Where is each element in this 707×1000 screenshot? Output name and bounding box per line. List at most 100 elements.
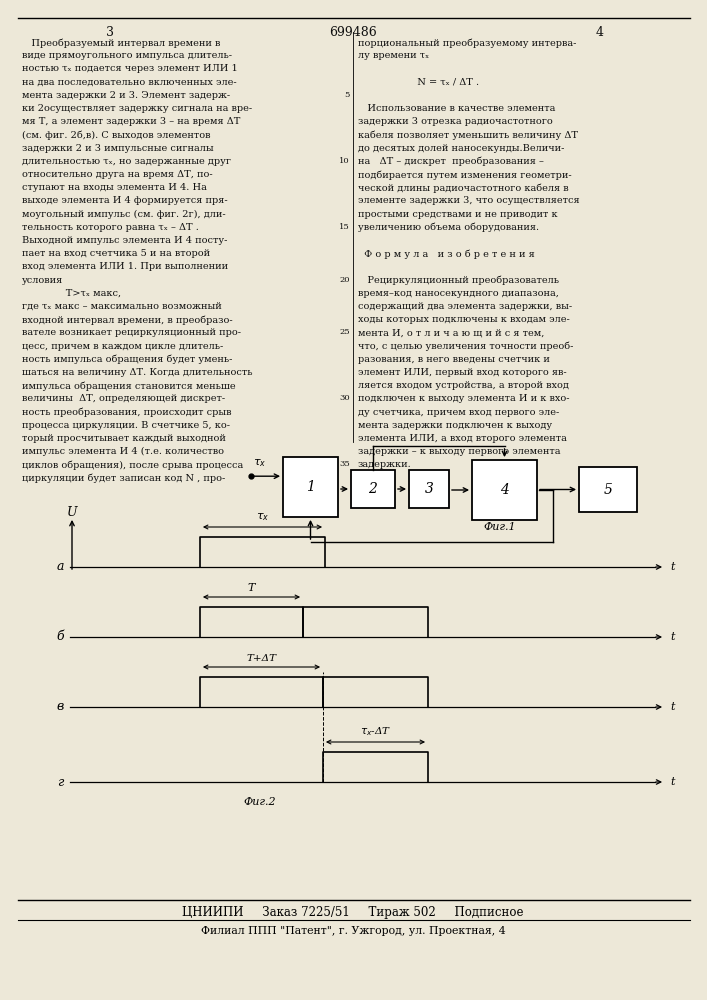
- Text: ки 2осуществляет задержку сигнала на вре-: ки 2осуществляет задержку сигнала на вре…: [22, 104, 252, 113]
- Text: Использование в качестве элемента: Использование в качестве элемента: [358, 104, 556, 113]
- Text: что, с целью увеличения точности преоб-: что, с целью увеличения точности преоб-: [358, 342, 573, 351]
- Text: элементе задержки 3, что осуществляется: элементе задержки 3, что осуществляется: [358, 196, 580, 205]
- Text: порциональный преобразуемому интерва-: порциональный преобразуемому интерва-: [358, 38, 576, 47]
- Text: 3: 3: [425, 482, 433, 496]
- Text: величины  ΔТ, определяющей дискрет-: величины ΔТ, определяющей дискрет-: [22, 394, 225, 403]
- Text: задержки 3 отрезка радиочастотного: задержки 3 отрезка радиочастотного: [358, 117, 553, 126]
- Text: мента задержки 2 и 3. Элемент задерж-: мента задержки 2 и 3. Элемент задерж-: [22, 91, 230, 100]
- Text: длительностью τₓ, но задержанные друг: длительностью τₓ, но задержанные друг: [22, 157, 231, 166]
- Text: тельность которого равна τₓ – ΔТ .: тельность которого равна τₓ – ΔТ .: [22, 223, 199, 232]
- Text: элемент ИЛИ, первый вход которого яв-: элемент ИЛИ, первый вход которого яв-: [358, 368, 566, 377]
- Text: ность импульса обращения будет умень-: ность импульса обращения будет умень-: [22, 355, 233, 364]
- Text: t: t: [670, 702, 674, 712]
- Text: 699486: 699486: [329, 26, 377, 39]
- Text: t: t: [670, 632, 674, 642]
- Text: импульса обращения становится меньше: импульса обращения становится меньше: [22, 381, 235, 391]
- Text: N = τₓ / ΔТ .: N = τₓ / ΔТ .: [358, 78, 479, 87]
- Text: Т>τₓ макс,: Т>τₓ макс,: [22, 289, 121, 298]
- Text: до десятых долей наносекунды.Величи-: до десятых долей наносекунды.Величи-: [358, 144, 564, 153]
- Text: 2: 2: [368, 482, 378, 496]
- Text: $\tau_x$: $\tau_x$: [253, 457, 267, 469]
- Text: $\tau_x$-ΔТ: $\tau_x$-ΔТ: [360, 725, 391, 738]
- Text: цесс, причем в каждом цикле длитель-: цесс, причем в каждом цикле длитель-: [22, 342, 223, 351]
- Text: t: t: [670, 777, 674, 787]
- Text: 4: 4: [500, 483, 509, 497]
- Text: ду счетчика, причем вход первого эле-: ду счетчика, причем вход первого эле-: [358, 408, 559, 417]
- Text: Выходной импульс элемента И 4 посту-: Выходной импульс элемента И 4 посту-: [22, 236, 228, 245]
- Text: $\tau_x$: $\tau_x$: [256, 511, 269, 523]
- Text: 3: 3: [106, 26, 114, 39]
- Text: где τₓ макс – максимально возможный: где τₓ макс – максимально возможный: [22, 302, 222, 311]
- Text: выходе элемента И 4 формируется пря-: выходе элемента И 4 формируется пря-: [22, 196, 228, 205]
- Text: Фиг.2: Фиг.2: [244, 797, 276, 807]
- Text: условия: условия: [22, 276, 63, 285]
- Text: 10: 10: [339, 157, 350, 165]
- Text: импульс элемента И 4 (т.е. количество: импульс элемента И 4 (т.е. количество: [22, 447, 224, 456]
- Text: T+ΔT: T+ΔT: [247, 654, 276, 663]
- Text: моугольный импульс (см. фиг. 2г), дли-: моугольный импульс (см. фиг. 2г), дли-: [22, 210, 226, 219]
- Text: 1: 1: [306, 480, 315, 494]
- Bar: [283, 457, 338, 517]
- Text: процесса циркуляции. В счетчике 5, ко-: процесса циркуляции. В счетчике 5, ко-: [22, 421, 230, 430]
- Bar: [409, 470, 449, 508]
- Text: б: б: [56, 631, 64, 644]
- Text: 30: 30: [339, 394, 350, 402]
- Text: Ф о р м у л а   и з о б р е т е н и я: Ф о р м у л а и з о б р е т е н и я: [358, 249, 534, 259]
- Text: мя Т, а элемент задержки 3 – на время ΔТ: мя Т, а элемент задержки 3 – на время ΔТ: [22, 117, 240, 126]
- Text: 5: 5: [604, 483, 612, 496]
- Text: торый просчитывает каждый выходной: торый просчитывает каждый выходной: [22, 434, 226, 443]
- Text: относительно друга на время ΔТ, по-: относительно друга на время ΔТ, по-: [22, 170, 213, 179]
- Text: ЦНИИПИ     Заказ 7225/51     Тираж 502     Подписное: ЦНИИПИ Заказ 7225/51 Тираж 502 Подписное: [182, 906, 524, 919]
- Text: а: а: [57, 560, 64, 574]
- Text: U: U: [66, 506, 77, 519]
- Text: задержки.: задержки.: [358, 460, 411, 469]
- Text: ляется входом устройства, а второй вход: ляется входом устройства, а второй вход: [358, 381, 569, 390]
- Text: Фиг.1: Фиг.1: [484, 522, 516, 532]
- Text: разования, в него введены счетчик и: разования, в него введены счетчик и: [358, 355, 550, 364]
- Text: мента И, о т л и ч а ю щ и й с я тем,: мента И, о т л и ч а ю щ и й с я тем,: [358, 328, 544, 337]
- Text: циркуляции будет записан код N , про-: циркуляции будет записан код N , про-: [22, 474, 226, 483]
- Text: мента задержки подключен к выходу: мента задержки подключен к выходу: [358, 421, 552, 430]
- Text: циклов обращения), после срыва процесса: циклов обращения), после срыва процесса: [22, 460, 243, 470]
- Text: время–код наносекундного диапазона,: время–код наносекундного диапазона,: [358, 289, 559, 298]
- Text: элемента ИЛИ, а вход второго элемента: элемента ИЛИ, а вход второго элемента: [358, 434, 567, 443]
- Text: виде прямоугольного импульса длитель-: виде прямоугольного импульса длитель-: [22, 51, 232, 60]
- Text: пает на вход счетчика 5 и на второй: пает на вход счетчика 5 и на второй: [22, 249, 210, 258]
- Text: Рециркуляционный преобразователь: Рециркуляционный преобразователь: [358, 276, 559, 285]
- Text: 15: 15: [339, 223, 350, 231]
- Text: увеличению объема оборудования.: увеличению объема оборудования.: [358, 223, 539, 232]
- Text: 20: 20: [339, 276, 350, 284]
- Bar: [579, 467, 637, 512]
- Text: входной интервал времени, в преобразо-: входной интервал времени, в преобразо-: [22, 315, 233, 325]
- Text: Преобразуемый интервал времени в: Преобразуемый интервал времени в: [22, 38, 221, 47]
- Text: 35: 35: [339, 460, 350, 468]
- Text: шаться на величину ΔТ. Когда длительность: шаться на величину ΔТ. Когда длительност…: [22, 368, 252, 377]
- Text: содержащий два элемента задержки, вы-: содержащий два элемента задержки, вы-: [358, 302, 572, 311]
- Text: в: в: [57, 700, 64, 714]
- Text: г: г: [57, 776, 63, 788]
- Text: задержки 2 и 3 импульсные сигналы: задержки 2 и 3 импульсные сигналы: [22, 144, 214, 153]
- Text: ность преобразования, происходит срыв: ность преобразования, происходит срыв: [22, 408, 231, 417]
- Text: T: T: [248, 583, 255, 593]
- Text: 25: 25: [339, 328, 350, 336]
- Text: вателе возникает рециркуляционный про-: вателе возникает рециркуляционный про-: [22, 328, 241, 337]
- Text: Филиал ППП "Патент", г. Ужгород, ул. Проектная, 4: Филиал ППП "Патент", г. Ужгород, ул. Про…: [201, 926, 506, 936]
- Text: лу времени τₓ: лу времени τₓ: [358, 51, 429, 60]
- Text: 5: 5: [344, 91, 350, 99]
- Text: (см. фиг. 2б,в). С выходов элементов: (см. фиг. 2б,в). С выходов элементов: [22, 130, 211, 140]
- Bar: [351, 470, 395, 508]
- Text: на   ΔТ – дискрет  преобразования –: на ΔТ – дискрет преобразования –: [358, 157, 544, 166]
- Text: ходы которых подключены к входам эле-: ходы которых подключены к входам эле-: [358, 315, 570, 324]
- Text: подбирается путем изменения геометри-: подбирается путем изменения геометри-: [358, 170, 572, 180]
- Text: вход элемента ИЛИ 1. При выполнении: вход элемента ИЛИ 1. При выполнении: [22, 262, 228, 271]
- Text: ческой длины радиочастотного кабеля в: ческой длины радиочастотного кабеля в: [358, 183, 568, 193]
- Text: 4: 4: [596, 26, 604, 39]
- Bar: [472, 460, 537, 520]
- Text: задержки – к выходу первого элемента: задержки – к выходу первого элемента: [358, 447, 561, 456]
- Text: ступают на входы элемента И 4. На: ступают на входы элемента И 4. На: [22, 183, 207, 192]
- Text: на два последовательно включенных эле-: на два последовательно включенных эле-: [22, 78, 237, 87]
- Text: ностью τₓ подается через элемент ИЛИ 1: ностью τₓ подается через элемент ИЛИ 1: [22, 64, 238, 73]
- Text: t: t: [670, 562, 674, 572]
- Text: подключен к выходу элемента И и к вхо-: подключен к выходу элемента И и к вхо-: [358, 394, 570, 403]
- Text: простыми средствами и не приводит к: простыми средствами и не приводит к: [358, 210, 558, 219]
